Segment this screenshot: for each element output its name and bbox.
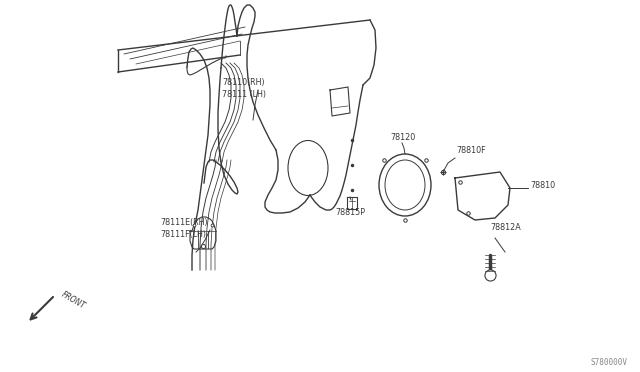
Text: 78110(RH): 78110(RH) bbox=[222, 78, 264, 87]
Text: S780000V: S780000V bbox=[591, 358, 628, 367]
Text: FRONT: FRONT bbox=[60, 290, 87, 311]
Text: 78810F: 78810F bbox=[456, 146, 486, 155]
Text: 78815P: 78815P bbox=[335, 208, 365, 217]
Text: 78812A: 78812A bbox=[490, 223, 521, 232]
Text: 78111E(RH): 78111E(RH) bbox=[160, 218, 207, 227]
Text: 78120: 78120 bbox=[390, 133, 415, 142]
Text: 78111 (LH): 78111 (LH) bbox=[222, 90, 266, 99]
Text: 78111F(LH): 78111F(LH) bbox=[160, 230, 206, 239]
Text: 78810: 78810 bbox=[530, 180, 555, 189]
